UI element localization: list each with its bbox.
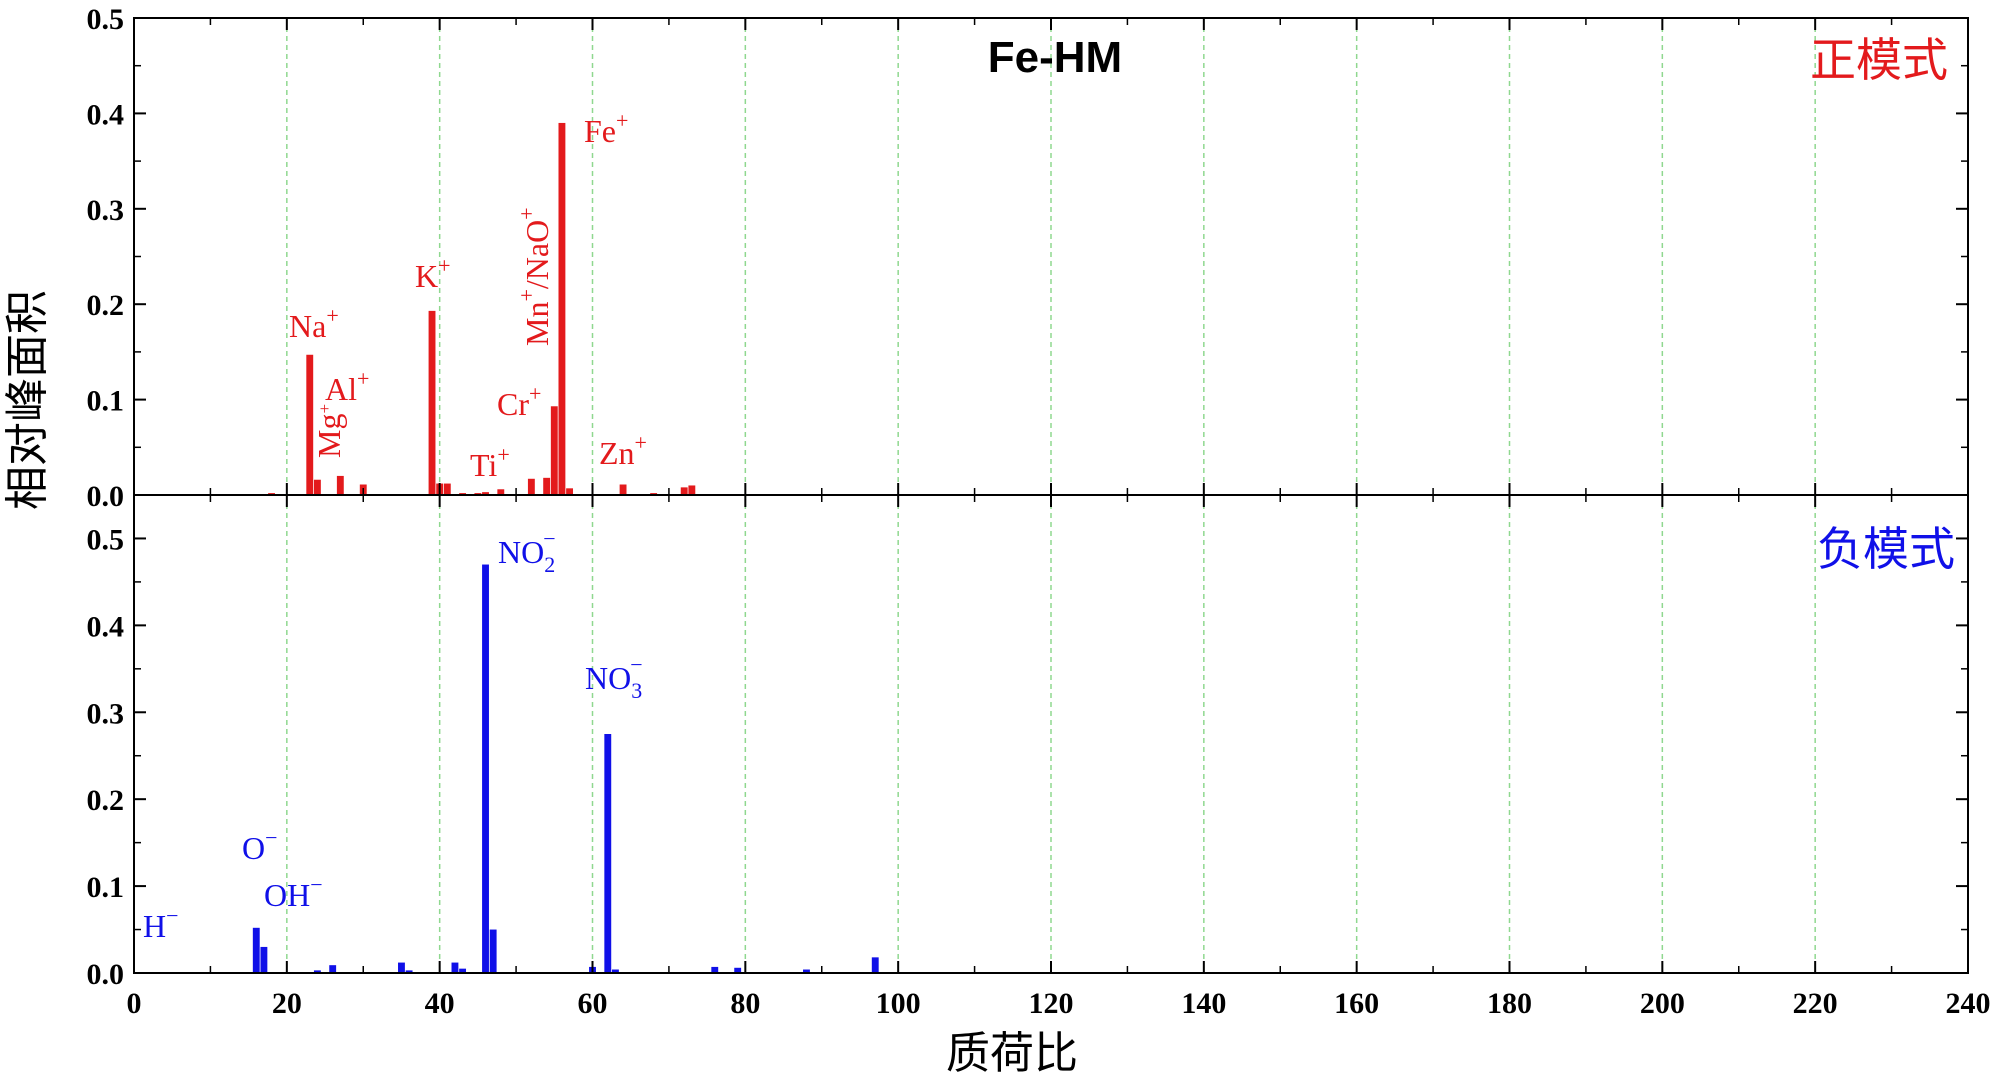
- bar-negative: [252, 927, 260, 973]
- chart-title: Fe-HM: [988, 33, 1122, 82]
- y-tick-label-positive: 0.5: [87, 3, 125, 36]
- x-tick-label: 140: [1181, 987, 1226, 1020]
- bar-positive: [566, 488, 574, 495]
- bar-positive: [313, 479, 321, 495]
- x-tick-label: 0: [127, 987, 142, 1020]
- x-tick-label: 160: [1334, 987, 1379, 1020]
- bar-positive: [619, 484, 627, 495]
- labels-layer: Fe-HM 正模式 负模式 质荷比 相对峰面积: [2, 33, 1955, 1079]
- y-tick-label-negative: 0.1: [87, 871, 125, 904]
- y-tick-label-negative: 0.0: [87, 958, 125, 991]
- y-axis-title: 相对峰面积: [2, 290, 53, 510]
- bar-positive: [336, 475, 344, 495]
- ion-label-fe: Fe+: [584, 108, 628, 149]
- x-tick-label: 80: [730, 987, 760, 1020]
- bar-positive: [306, 354, 314, 495]
- bar-positive: [482, 492, 489, 495]
- bar-negative: [711, 966, 719, 973]
- y-tick-label-negative: 0.5: [87, 523, 125, 556]
- bar-negative: [313, 970, 321, 973]
- x-tick-label: 100: [876, 987, 921, 1020]
- x-tick-label: 40: [425, 987, 455, 1020]
- y-tick-label-positive: 0.0: [87, 480, 125, 513]
- bar-negative: [604, 734, 612, 973]
- x-tick-label: 180: [1487, 987, 1532, 1020]
- bar-positive: [680, 487, 688, 495]
- ion-label-h: H−: [143, 903, 179, 944]
- bar-positive: [543, 477, 551, 495]
- y-tick-label-negative: 0.4: [87, 610, 125, 643]
- y-tick-label-negative: 0.3: [87, 697, 125, 730]
- y-tick-label-positive: 0.2: [87, 289, 125, 322]
- y-tick-label-negative: 0.2: [87, 784, 125, 817]
- bar-negative: [405, 970, 413, 973]
- bar-negative: [482, 564, 489, 973]
- ion-label-ti: Ti+: [470, 442, 510, 483]
- ion-label-k: K+: [415, 253, 451, 294]
- x-tick-label: 120: [1029, 987, 1074, 1020]
- x-tick-label: 200: [1640, 987, 1685, 1020]
- mode-label-negative: 负模式: [1817, 522, 1955, 576]
- bar-negative: [398, 962, 405, 973]
- x-tick-label: 60: [578, 987, 608, 1020]
- bar-positive: [497, 489, 505, 495]
- bar-positive: [428, 310, 436, 495]
- bar-negative: [260, 946, 268, 973]
- bar-positive: [550, 406, 558, 495]
- bar-positive: [443, 483, 451, 495]
- mode-label-positive: 正模式: [1810, 33, 1948, 87]
- x-tick-label: 20: [272, 987, 302, 1020]
- bar-negative: [451, 962, 459, 973]
- bar-negative: [871, 957, 879, 973]
- ion-label-zn: Zn+: [599, 430, 647, 471]
- x-tick-label: 240: [1946, 987, 1991, 1020]
- x-axis-title: 质荷比: [946, 1028, 1078, 1079]
- ion-label-o: O−: [242, 825, 278, 866]
- y-tick-label-positive: 0.4: [87, 98, 125, 131]
- ion-label-mn-nao: Mn+/NaO+: [514, 207, 555, 346]
- bar-positive: [527, 478, 535, 495]
- ion-labels-layer: Na+ Al+ Mg+ K+ Mn+/NaO+ Cr+ Ti+ Fe+ Zn+ …: [143, 108, 647, 944]
- bar-negative: [489, 929, 497, 973]
- ion-label-mg: Mg+: [311, 404, 347, 458]
- y-tick-label-positive: 0.1: [87, 385, 125, 418]
- ion-label-cr: Cr+: [497, 381, 541, 422]
- bar-negative: [734, 967, 742, 973]
- ion-label-al: Al+: [325, 366, 369, 407]
- ion-label-na: Na+: [289, 303, 339, 344]
- ion-label-no2: NO2−: [498, 526, 556, 577]
- bar-positive: [688, 485, 696, 495]
- axes-layer: 0.0 0.1 0.2 0.3 0.4 0.5 0.0 0.1 0.2 0.3 0.4 0.5 0 20 4…: [87, 3, 1991, 1020]
- bar-negative: [459, 968, 467, 973]
- panel-frame-negative: [133, 494, 1969, 974]
- x-tick-label: 220: [1793, 987, 1838, 1020]
- bar-negative: [329, 965, 337, 973]
- y-tick-label-positive: 0.3: [87, 194, 125, 227]
- ion-label-no3: NO3−: [585, 652, 643, 703]
- ion-label-oh: OH−: [264, 872, 323, 913]
- bar-negative: [803, 969, 810, 973]
- bar-positive: [558, 122, 566, 495]
- bar-negative: [611, 969, 619, 973]
